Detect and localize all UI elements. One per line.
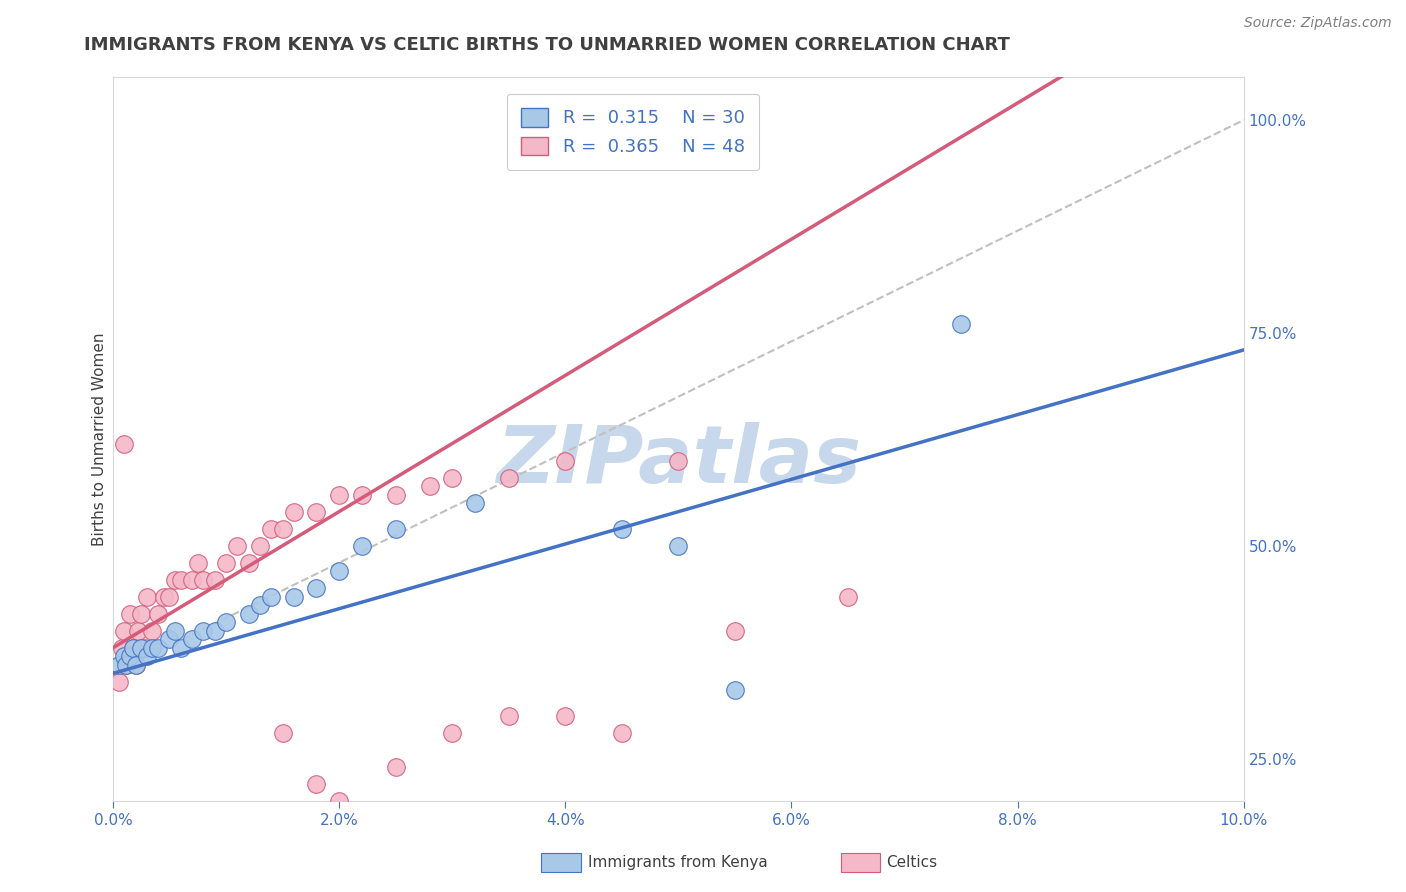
Point [305,582,328,596]
Point [384,760,406,774]
Point [111,640,134,655]
Point [193,624,215,638]
Point [260,590,283,604]
Point [115,657,138,672]
Point [328,794,350,808]
Point [118,607,141,621]
Point [305,505,328,519]
Point [118,649,141,664]
Point [122,640,145,655]
Point [226,539,249,553]
Point [350,488,373,502]
Point [260,522,283,536]
Point [419,479,441,493]
Point [610,522,633,536]
Point [146,640,169,655]
Point [112,649,135,664]
Point [724,683,747,698]
Point [122,640,145,655]
Text: ZIPatlas: ZIPatlas [496,422,860,500]
Point [283,505,305,519]
Point [271,726,294,740]
Point [107,657,129,672]
Point [204,573,226,587]
Point [249,599,271,613]
Point [187,556,209,570]
Point [464,496,486,510]
Point [129,640,152,655]
Point [554,453,576,467]
Point [134,640,156,655]
Point [124,657,146,672]
Point [135,590,157,604]
Point [271,522,294,536]
Point [215,556,238,570]
Point [107,675,129,690]
Point [112,624,135,638]
Point [238,607,260,621]
Point [127,624,149,638]
Text: Immigrants from Kenya: Immigrants from Kenya [588,855,768,870]
Point [115,657,138,672]
Text: Celtics: Celtics [886,855,936,870]
Point [328,564,350,578]
Point [328,488,350,502]
Point [165,573,187,587]
Point [837,590,859,604]
Point [152,590,174,604]
Point [384,488,406,502]
Point [193,573,215,587]
Point [141,624,163,638]
Point [498,470,520,484]
Point [384,522,406,536]
Point [441,470,464,484]
Point [129,607,152,621]
Point [350,539,373,553]
Point [666,453,689,467]
Text: Source: ZipAtlas.com: Source: ZipAtlas.com [1244,16,1392,29]
Legend: R =  0.315    N = 30, R =  0.365    N = 48: R = 0.315 N = 30, R = 0.365 N = 48 [508,94,759,170]
Point [724,624,747,638]
Point [159,590,181,604]
Point [181,573,204,587]
Point [170,573,193,587]
Point [141,640,163,655]
Point [498,709,520,723]
Point [146,607,169,621]
Point [181,632,204,647]
Point [159,632,181,647]
Point [135,649,157,664]
Point [238,556,260,570]
Point [204,624,226,638]
Point [165,624,187,638]
Point [554,709,576,723]
Point [249,539,271,553]
Point [666,539,689,553]
Point [124,657,146,672]
Y-axis label: Births to Unmarried Women: Births to Unmarried Women [93,333,107,546]
Point [283,590,305,604]
Point [441,726,464,740]
Point [305,777,328,791]
Point [950,318,973,332]
Text: IMMIGRANTS FROM KENYA VS CELTIC BIRTHS TO UNMARRIED WOMEN CORRELATION CHART: IMMIGRANTS FROM KENYA VS CELTIC BIRTHS T… [84,36,1011,54]
Point [170,640,193,655]
Point [610,726,633,740]
Point [215,615,238,630]
Point [112,436,135,450]
